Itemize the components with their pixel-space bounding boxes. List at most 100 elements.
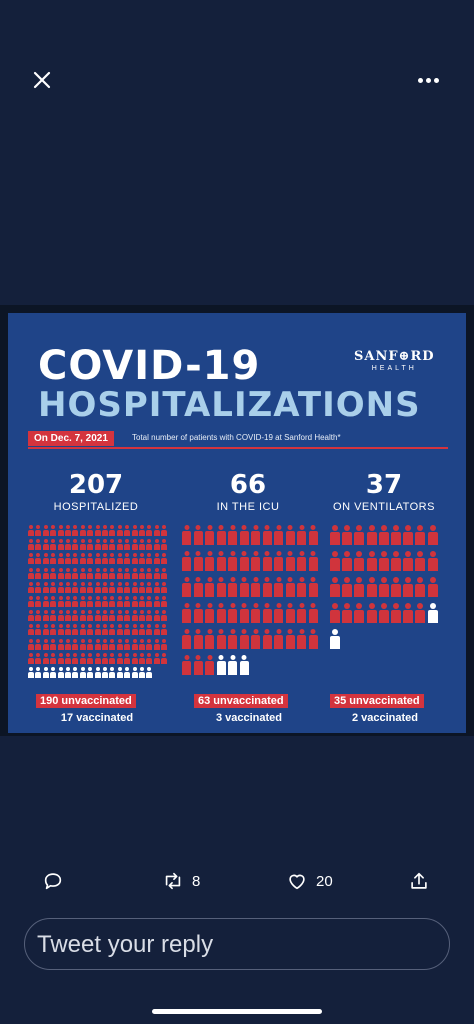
like-count: 20: [316, 872, 333, 890]
unvaccinated-person-icon: [109, 539, 116, 551]
reply-input[interactable]: Tweet your reply: [24, 918, 450, 970]
unvaccinated-person-icon: [116, 567, 123, 579]
unvaccinated-person-icon: [87, 610, 94, 622]
unvaccinated-person-icon: [251, 629, 260, 649]
retweet-count: 8: [192, 872, 201, 890]
vaccinated-person-icon: [146, 667, 153, 678]
vaccinated-person-icon: [216, 655, 226, 675]
unvaccinated-tag: 190 unvaccinated: [36, 694, 136, 708]
unvaccinated-person-icon: [87, 596, 94, 607]
unvaccinated-person-icon: [139, 652, 145, 664]
unvaccinated-person-icon: [87, 525, 94, 536]
unvaccinated-person-icon: [378, 603, 389, 623]
unvaccinated-person-icon: [403, 525, 414, 545]
unvaccinated-person-icon: [182, 577, 191, 597]
unvaccinated-person-icon: [139, 581, 145, 593]
like-button[interactable]: 20: [286, 870, 333, 892]
unvaccinated-person-icon: [42, 652, 49, 664]
unvaccinated-person-icon: [57, 610, 64, 622]
unvaccinated-person-icon: [102, 638, 108, 650]
home-indicator[interactable]: [152, 1009, 322, 1014]
unvaccinated-person-icon: [116, 539, 123, 551]
unvaccinated-person-icon: [415, 603, 426, 623]
reply-button[interactable]: [42, 870, 64, 892]
unvaccinated-person-icon: [391, 577, 401, 597]
unvaccinated-person-icon: [146, 610, 153, 622]
unvaccinated-person-icon: [109, 638, 116, 650]
vaccinated-label: 2 vaccinated: [351, 712, 419, 724]
unvaccinated-person-icon: [182, 629, 191, 649]
unvaccinated-person-icon: [72, 581, 79, 593]
unvaccinated-person-icon: [87, 652, 94, 664]
unvaccinated-person-icon: [28, 525, 34, 536]
infographic-title-line1: COVID-19: [38, 343, 261, 389]
unvaccinated-person-icon: [146, 638, 153, 650]
unvaccinated-person-icon: [28, 581, 34, 593]
unvaccinated-person-icon: [146, 652, 153, 664]
vaccinated-person-icon: [65, 667, 71, 678]
unvaccinated-person-icon: [262, 629, 272, 649]
unvaccinated-person-icon: [427, 551, 438, 571]
unvaccinated-person-icon: [354, 525, 365, 545]
unvaccinated-person-icon: [94, 624, 101, 636]
unvaccinated-person-icon: [146, 567, 153, 579]
unvaccinated-person-icon: [65, 596, 71, 607]
unvaccinated-person-icon: [109, 581, 116, 593]
unvaccinated-person-icon: [35, 610, 42, 622]
close-button[interactable]: [28, 66, 56, 94]
unvaccinated-person-icon: [131, 652, 138, 664]
unvaccinated-person-icon: [50, 624, 57, 636]
unvaccinated-person-icon: [102, 652, 108, 664]
tweet-image[interactable]: COVID-19 HOSPITALIZATIONS SANF⊕RD HEALTH…: [0, 305, 474, 736]
unvaccinated-person-icon: [139, 610, 145, 622]
unvaccinated-person-icon: [153, 567, 160, 579]
unvaccinated-person-icon: [216, 577, 226, 597]
unvaccinated-person-icon: [239, 629, 249, 649]
unvaccinated-person-icon: [205, 629, 214, 649]
unvaccinated-person-icon: [79, 525, 86, 536]
unvaccinated-person-icon: [228, 629, 237, 649]
unvaccinated-person-icon: [251, 525, 260, 545]
more-options-button[interactable]: [418, 70, 448, 90]
unvaccinated-person-icon: [72, 539, 79, 551]
share-button[interactable]: [408, 870, 430, 892]
unvaccinated-person-icon: [94, 610, 101, 622]
vaccinated-person-icon: [28, 667, 34, 678]
unvaccinated-person-icon: [57, 553, 64, 565]
unvaccinated-person-icon: [427, 577, 438, 597]
retweet-button[interactable]: 8: [162, 870, 200, 892]
ventilator-people-grid: [330, 525, 440, 675]
unvaccinated-person-icon: [366, 603, 377, 623]
unvaccinated-person-icon: [228, 603, 237, 623]
unvaccinated-person-icon: [308, 629, 318, 649]
unvaccinated-person-icon: [161, 567, 168, 579]
unvaccinated-person-icon: [94, 525, 101, 536]
unvaccinated-person-icon: [116, 596, 123, 607]
date-description: Total number of patients with COVID-19 a…: [132, 433, 341, 442]
unvaccinated-person-icon: [403, 603, 414, 623]
unvaccinated-person-icon: [57, 596, 64, 607]
unvaccinated-tag: 35 unvaccinated: [330, 694, 424, 708]
vaccinated-label: 3 vaccinated: [215, 712, 283, 724]
unvaccinated-person-icon: [57, 638, 64, 650]
vaccinated-person-icon: [87, 667, 94, 678]
unvaccinated-person-icon: [79, 596, 86, 607]
unvaccinated-person-icon: [342, 551, 353, 571]
unvaccinated-person-icon: [79, 624, 86, 636]
unvaccinated-person-icon: [65, 624, 71, 636]
unvaccinated-person-icon: [161, 539, 168, 551]
unvaccinated-person-icon: [87, 567, 94, 579]
date-badge: On Dec. 7, 2021: [28, 431, 114, 446]
unvaccinated-person-icon: [65, 525, 71, 536]
unvaccinated-person-icon: [251, 603, 260, 623]
logo-name: SANF⊕RD: [354, 349, 435, 364]
unvaccinated-person-icon: [308, 603, 318, 623]
unvaccinated-person-icon: [72, 596, 79, 607]
unvaccinated-person-icon: [94, 652, 101, 664]
unvaccinated-person-icon: [216, 551, 226, 571]
unvaccinated-person-icon: [131, 610, 138, 622]
unvaccinated-person-icon: [42, 596, 49, 607]
unvaccinated-person-icon: [131, 596, 138, 607]
unvaccinated-person-icon: [139, 553, 145, 565]
unvaccinated-person-icon: [57, 525, 64, 536]
